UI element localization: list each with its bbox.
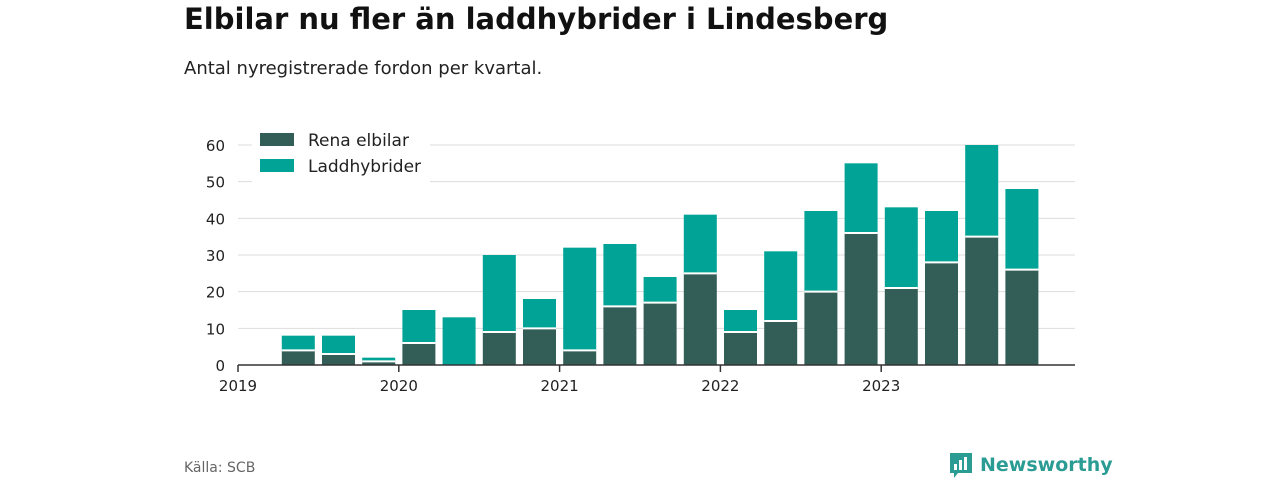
y-tick-label: 0: [215, 357, 225, 375]
bar-laddhybrider: [523, 299, 556, 329]
bar-rena-elbilar: [804, 291, 838, 365]
x-tick-label: 2023: [862, 377, 900, 395]
bar-rena-elbilar: [1005, 269, 1039, 365]
bar-rena-elbilar: [683, 273, 717, 365]
legend: Rena elbilar Laddhybrider: [252, 127, 430, 183]
bar-rena-elbilar: [844, 233, 878, 365]
bar-rena-elbilar: [523, 328, 556, 365]
bar-laddhybrider: [764, 251, 798, 321]
bar-laddhybrider: [683, 214, 717, 274]
bar-laddhybrider: [362, 357, 396, 362]
bar-laddhybrider: [322, 335, 355, 354]
bar-laddhybrider: [804, 211, 838, 292]
y-tick-label: 60: [206, 137, 225, 155]
x-tick-label: 2022: [701, 377, 739, 395]
y-tick-label: 50: [206, 174, 225, 192]
newsworthy-icon: [950, 453, 972, 478]
chart-title: Elbilar nu fler än laddhybrider i Lindes…: [184, 2, 889, 36]
bar-laddhybrider: [844, 163, 878, 233]
bar-rena-elbilar: [764, 321, 798, 365]
bar-laddhybrider: [603, 244, 637, 307]
legend-label: Rena elbilar: [308, 131, 409, 151]
source-note: Källa: SCB: [184, 460, 256, 476]
legend-label: Laddhybrider: [308, 157, 421, 177]
bar-rena-elbilar: [925, 262, 958, 365]
bar-rena-elbilar: [322, 354, 355, 365]
brand-name: Newsworthy: [980, 454, 1113, 476]
bar-rena-elbilar: [965, 236, 999, 365]
bar-rena-elbilar: [482, 332, 516, 365]
y-tick-label: 10: [206, 320, 225, 338]
bar-rena-elbilar: [643, 302, 677, 365]
bar-rena-elbilar: [884, 288, 918, 365]
bar-laddhybrider: [643, 277, 677, 303]
bar-laddhybrider: [281, 335, 315, 351]
bar-laddhybrider: [442, 317, 476, 365]
bars: [281, 145, 1039, 365]
x-tick-label: 2019: [219, 377, 257, 395]
y-axis-ticks: 0 10 20 30 40 50 60: [206, 137, 225, 375]
bar-laddhybrider: [925, 211, 958, 263]
bar-laddhybrider: [563, 247, 597, 351]
chart-subtitle: Antal nyregistrerade fordon per kvartal.: [184, 58, 543, 79]
bar-laddhybrider: [884, 207, 918, 288]
y-tick-label: 40: [206, 210, 225, 228]
bar-rena-elbilar: [362, 361, 396, 365]
x-axis: 2019 2020 2021 2022 2023: [219, 364, 1075, 395]
bar-laddhybrider: [482, 255, 516, 332]
brand-logo[interactable]: Newsworthy: [948, 451, 1113, 479]
x-tick-label: 2021: [541, 377, 579, 395]
bar-rena-elbilar: [281, 350, 315, 365]
bar-rena-elbilar: [603, 306, 637, 365]
bar-rena-elbilar: [724, 332, 757, 365]
x-tick-label: 2020: [380, 377, 418, 395]
legend-swatch: [260, 159, 294, 172]
bar-laddhybrider: [965, 145, 999, 237]
bar-laddhybrider: [402, 310, 436, 343]
legend-swatch: [260, 133, 294, 146]
y-tick-label: 30: [206, 247, 225, 265]
bar-rena-elbilar: [563, 350, 597, 365]
y-tick-label: 20: [206, 284, 225, 302]
bar-laddhybrider: [724, 310, 757, 332]
bar-rena-elbilar: [402, 343, 436, 365]
bar-laddhybrider: [1005, 189, 1039, 270]
